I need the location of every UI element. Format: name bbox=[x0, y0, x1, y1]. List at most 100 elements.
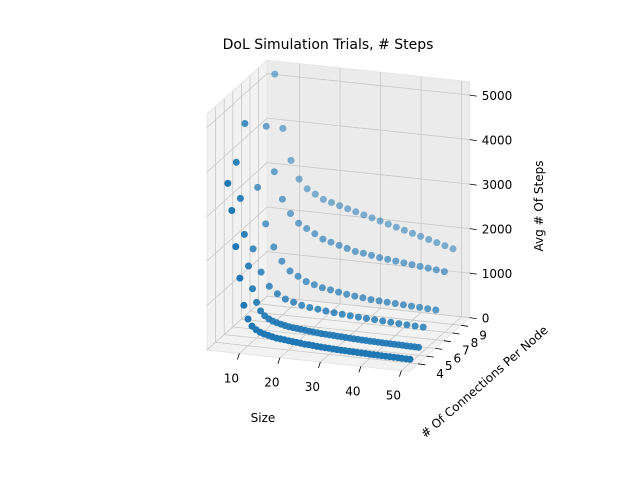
data-point bbox=[232, 158, 240, 166]
data-point bbox=[327, 286, 334, 294]
data-point bbox=[319, 235, 327, 243]
x-tick bbox=[358, 366, 362, 373]
data-point bbox=[411, 322, 419, 330]
data-point bbox=[295, 175, 303, 183]
x-tick-label: 20 bbox=[264, 376, 279, 390]
data-point bbox=[240, 230, 248, 238]
data-point bbox=[336, 202, 344, 210]
data-point bbox=[441, 242, 449, 250]
data-point bbox=[295, 219, 303, 227]
data-point bbox=[271, 70, 279, 78]
data-point bbox=[371, 316, 379, 324]
z-tick bbox=[469, 272, 477, 275]
z-tick-label: 0 bbox=[482, 312, 490, 326]
data-point bbox=[228, 207, 236, 214]
y-tick bbox=[435, 348, 443, 350]
data-point bbox=[352, 208, 360, 216]
data-point bbox=[379, 317, 387, 325]
data-point bbox=[408, 302, 415, 310]
data-point bbox=[368, 251, 375, 259]
data-point bbox=[236, 274, 244, 282]
data-point bbox=[346, 312, 354, 320]
z-tick bbox=[469, 183, 477, 186]
y-tick bbox=[443, 340, 451, 343]
data-point bbox=[279, 124, 287, 132]
x-grid-floor bbox=[360, 312, 422, 367]
data-point bbox=[298, 301, 306, 309]
data-point bbox=[303, 185, 311, 193]
data-point bbox=[440, 268, 448, 276]
z-grid-left bbox=[206, 206, 268, 262]
data-point bbox=[253, 298, 261, 306]
data-point bbox=[278, 195, 286, 203]
data-point bbox=[416, 303, 424, 311]
data-point bbox=[328, 199, 335, 206]
axis-panes bbox=[205, 59, 471, 373]
data-point bbox=[254, 183, 262, 191]
data-point bbox=[344, 205, 352, 213]
x-tick-label: 40 bbox=[345, 384, 360, 398]
z-tick-label: 1000 bbox=[482, 267, 513, 281]
data-point bbox=[433, 239, 441, 247]
data-point bbox=[270, 243, 278, 251]
data-point bbox=[287, 156, 295, 164]
data-point bbox=[244, 315, 252, 323]
y-tick bbox=[452, 332, 460, 335]
x-tick-label: 50 bbox=[386, 389, 401, 403]
data-point bbox=[322, 307, 330, 315]
data-point bbox=[273, 290, 281, 298]
data-point bbox=[406, 355, 414, 363]
y-tick-label: 5 bbox=[445, 359, 453, 373]
y-tick-label: 4 bbox=[436, 367, 444, 381]
y-tick-label: 7 bbox=[462, 344, 470, 358]
z-grid-back bbox=[267, 117, 470, 140]
data-point bbox=[384, 220, 392, 228]
data-point bbox=[424, 264, 432, 272]
data-point bbox=[424, 305, 432, 313]
data-point bbox=[416, 262, 424, 270]
z-tick bbox=[469, 139, 477, 141]
data-point bbox=[392, 257, 400, 265]
z-tick-label: 2000 bbox=[482, 223, 513, 237]
data-point bbox=[343, 244, 351, 252]
data-point bbox=[249, 285, 256, 293]
data-point bbox=[400, 226, 408, 234]
z-tick-label: 3000 bbox=[482, 178, 513, 192]
tick-marks bbox=[237, 94, 477, 377]
x-axis-label: Size bbox=[251, 411, 276, 425]
data-point bbox=[354, 313, 362, 321]
data-point bbox=[375, 297, 383, 305]
data-point bbox=[257, 268, 265, 276]
data-point bbox=[425, 236, 433, 243]
z-tick-label: 4000 bbox=[482, 134, 513, 148]
data-point bbox=[392, 223, 400, 231]
x-tick bbox=[318, 361, 321, 369]
data-point bbox=[287, 210, 294, 217]
data-point bbox=[367, 296, 375, 304]
data-point bbox=[376, 217, 384, 225]
data-point bbox=[278, 257, 286, 265]
data-point bbox=[351, 248, 359, 255]
data-point bbox=[314, 305, 322, 313]
z-tick bbox=[469, 317, 477, 319]
z-grid-back bbox=[267, 295, 470, 318]
data-point bbox=[335, 241, 343, 249]
data-point bbox=[400, 259, 408, 267]
y-tick-label: 8 bbox=[471, 336, 479, 350]
data-point bbox=[311, 230, 319, 238]
data-point bbox=[383, 298, 391, 306]
data-point bbox=[281, 295, 289, 303]
data-point bbox=[399, 301, 407, 309]
data-point bbox=[236, 194, 244, 202]
x-tick bbox=[237, 353, 240, 360]
data-point bbox=[419, 323, 427, 331]
data-point bbox=[262, 220, 270, 228]
data-point bbox=[391, 300, 399, 307]
y-tick bbox=[418, 363, 426, 366]
data-point bbox=[449, 245, 457, 253]
data-point bbox=[368, 214, 376, 222]
x-tick-label: 30 bbox=[305, 380, 320, 394]
x-grid-floor bbox=[239, 299, 300, 354]
x-tick-label: 10 bbox=[224, 371, 239, 385]
data-point bbox=[270, 168, 278, 176]
